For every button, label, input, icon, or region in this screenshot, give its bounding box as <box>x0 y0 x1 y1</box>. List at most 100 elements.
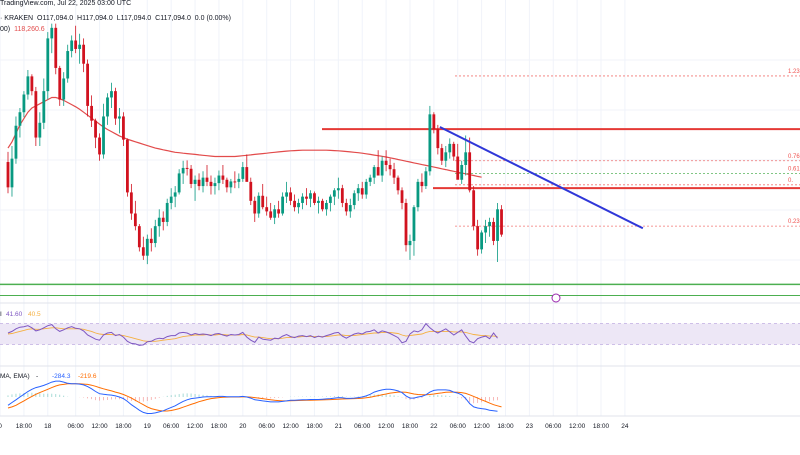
candle-body-76 <box>309 193 312 199</box>
candle-body-19 <box>82 44 86 64</box>
time-label-10: 20 <box>239 423 247 430</box>
candle-body-121 <box>488 221 491 227</box>
candle-body-115 <box>464 152 468 165</box>
candle-body-109 <box>440 148 444 161</box>
candle-body-106 <box>428 114 432 172</box>
candle-body-94 <box>380 160 384 176</box>
time-label-18: 22 <box>430 423 438 430</box>
candle-body-82 <box>332 190 336 197</box>
candle-body-105 <box>424 171 428 187</box>
macd-prefix-label: MA, EMA) <box>0 373 30 380</box>
fib-label-2: 0.61 <box>788 166 800 172</box>
candle-body-91 <box>368 177 372 182</box>
candle-body-73 <box>297 202 300 208</box>
candle-body-44 <box>181 167 185 174</box>
candle-body-122 <box>492 221 495 241</box>
ma-value: 118,260.6 <box>14 26 45 33</box>
candle-body-98 <box>396 177 400 191</box>
candle-body-5 <box>26 76 30 95</box>
rsi-value-label: 41.60 <box>6 311 23 318</box>
macd-value-3: -219.6 <box>78 373 97 380</box>
candle-body-0 <box>6 162 10 188</box>
time-label-0: 0 <box>0 423 2 430</box>
candle-body-34 <box>141 247 145 256</box>
candle-body-66 <box>269 211 273 218</box>
fib-label-0: 1.23 <box>788 69 800 75</box>
candle-body-49 <box>201 177 205 187</box>
candle-body-1 <box>10 158 14 188</box>
candle-body-39 <box>161 217 165 222</box>
candle-body-54 <box>221 175 225 180</box>
rsi-prefix-label: I <box>0 311 2 318</box>
candle-body-116 <box>468 152 472 191</box>
time-label-1: 18:00 <box>16 423 33 430</box>
candle-body-48 <box>197 179 201 187</box>
candle-body-37 <box>153 226 157 244</box>
candle-body-89 <box>360 188 364 195</box>
candle-body-14 <box>62 78 66 100</box>
candle-body-46 <box>189 168 193 184</box>
candle-body-41 <box>169 196 173 203</box>
candle-body-96 <box>388 164 392 170</box>
ma-prefix: 00) <box>0 26 11 33</box>
candle-body-16 <box>70 40 74 52</box>
candle-body-47 <box>193 179 197 184</box>
time-label-21: 18:00 <box>497 423 514 430</box>
time-label-3: 06:00 <box>68 423 85 430</box>
candle-body-23 <box>98 137 101 155</box>
ma-line: 00) 118,260.6 <box>0 26 47 33</box>
candle-body-13 <box>58 67 62 100</box>
time-label-8: 12:00 <box>187 423 204 430</box>
time-label-17: 18:00 <box>402 423 419 430</box>
candle-body-43 <box>177 173 181 193</box>
candle-body-10 <box>46 38 50 92</box>
candle-body-32 <box>133 213 137 227</box>
candle-body-28 <box>118 116 121 119</box>
candle-body-111 <box>448 143 452 153</box>
candle-body-84 <box>340 188 344 203</box>
candle-body-8 <box>38 122 42 138</box>
candle-body-50 <box>205 177 209 182</box>
time-label-12: 12:00 <box>282 423 299 430</box>
candle-body-100 <box>404 202 408 246</box>
candle-body-112 <box>452 143 456 157</box>
candle-body-124 <box>500 209 503 235</box>
candle-body-81 <box>328 196 332 203</box>
time-label-11: 06:00 <box>259 423 276 430</box>
candle-body-22 <box>94 120 97 138</box>
candle-body-15 <box>66 51 70 79</box>
candle-body-70 <box>285 192 288 197</box>
candle-body-103 <box>416 181 420 208</box>
open-value: O117,094.0 <box>37 15 74 22</box>
candle-body-24 <box>102 116 105 155</box>
candle-body-75 <box>305 196 308 199</box>
candle-body-101 <box>408 240 412 246</box>
fib-label-1: 0.76 <box>788 154 800 160</box>
candle-body-45 <box>185 167 189 169</box>
candle-body-63 <box>257 195 261 214</box>
candle-body-53 <box>217 175 221 184</box>
candle-body-79 <box>321 200 324 210</box>
candle-body-104 <box>420 181 424 187</box>
candle-body-123 <box>496 209 499 241</box>
candle-body-11 <box>50 27 54 39</box>
time-label-16: 12:00 <box>378 423 395 430</box>
candle-body-71 <box>289 192 292 201</box>
exchange-label: · KRAKEN <box>0 15 34 22</box>
candle-body-110 <box>444 152 448 161</box>
candle-body-21 <box>90 105 93 121</box>
close-value: C117,094.0 <box>155 15 191 22</box>
candle-body-74 <box>301 196 304 203</box>
candle-body-92 <box>372 167 376 178</box>
candle-body-57 <box>233 181 237 183</box>
candle-body-64 <box>261 195 265 208</box>
candle-body-69 <box>281 196 285 214</box>
time-label-23: 06:00 <box>545 423 562 430</box>
candle-body-38 <box>157 217 161 227</box>
rsi-signal-line <box>7 327 498 342</box>
time-label-15: 06:00 <box>354 423 371 430</box>
candle-body-6 <box>30 76 34 92</box>
time-label-22: 23 <box>526 423 534 430</box>
time-label-5: 18:00 <box>115 423 132 430</box>
candle-body-18 <box>78 44 82 49</box>
